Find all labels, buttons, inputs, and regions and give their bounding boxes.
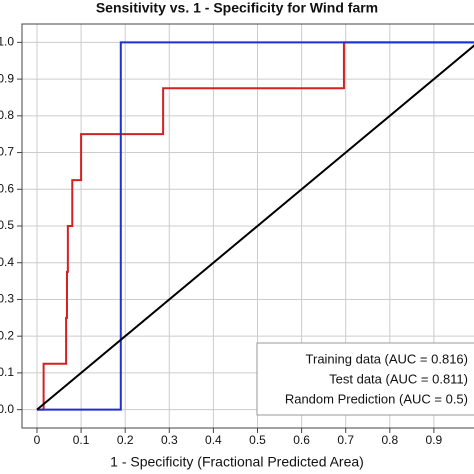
x-tick-label: 0.2 xyxy=(117,433,134,447)
series-line xyxy=(36,41,474,411)
y-tick-label: 0.2 xyxy=(0,328,14,342)
x-tick-label: 0.7 xyxy=(337,433,354,447)
x-tick-label: 0.9 xyxy=(426,433,443,447)
x-tick-label: 0.6 xyxy=(293,433,310,447)
x-tick-label: 0.8 xyxy=(381,433,398,447)
y-tick-label: 0.1 xyxy=(0,365,14,379)
x-axis-label: 1 - Specificity (Fractional Predicted Ar… xyxy=(110,454,364,470)
x-tick-label: 0 xyxy=(34,433,41,447)
series-line xyxy=(36,44,474,411)
x-tick-label: 0.1 xyxy=(73,433,90,447)
legend-entry: Training data (AUC = 0.816) xyxy=(306,351,468,366)
y-tick-label: 0.5 xyxy=(0,218,14,232)
chart-title: Sensitivity vs. 1 - Specificity for Wind… xyxy=(96,0,378,16)
x-tick-label: 0.5 xyxy=(249,433,266,447)
x-tick-label: 0.4 xyxy=(205,433,222,447)
legend-entry: Test data (AUC = 0.811) xyxy=(329,371,468,386)
y-tick-label: 0.4 xyxy=(0,255,14,269)
plot xyxy=(36,41,474,411)
y-tick-label: 0.6 xyxy=(0,181,14,195)
y-tick-label: 0.8 xyxy=(0,108,14,122)
y-tick-label: 0.7 xyxy=(0,145,14,159)
legend-box xyxy=(256,342,474,416)
legend: Training data (AUC = 0.816) Test data (AU… xyxy=(285,351,468,406)
y-tick-label: 0.0 xyxy=(0,402,14,416)
y-tick-label: 0.9 xyxy=(0,71,14,85)
x-tick-label: 0.3 xyxy=(161,433,178,447)
ticks: 0 0.1 0.2 0.3 0.4 0.5 0.6 0.7 0.8 0.9 0.0 0.1 0.2 0.3… xyxy=(0,35,443,448)
series-line xyxy=(36,41,474,411)
y-tick-label: 1.0 xyxy=(0,35,14,49)
legend-entry: Random Prediction (AUC = 0.5) xyxy=(285,391,468,406)
y-tick-label: 0.3 xyxy=(0,292,14,306)
